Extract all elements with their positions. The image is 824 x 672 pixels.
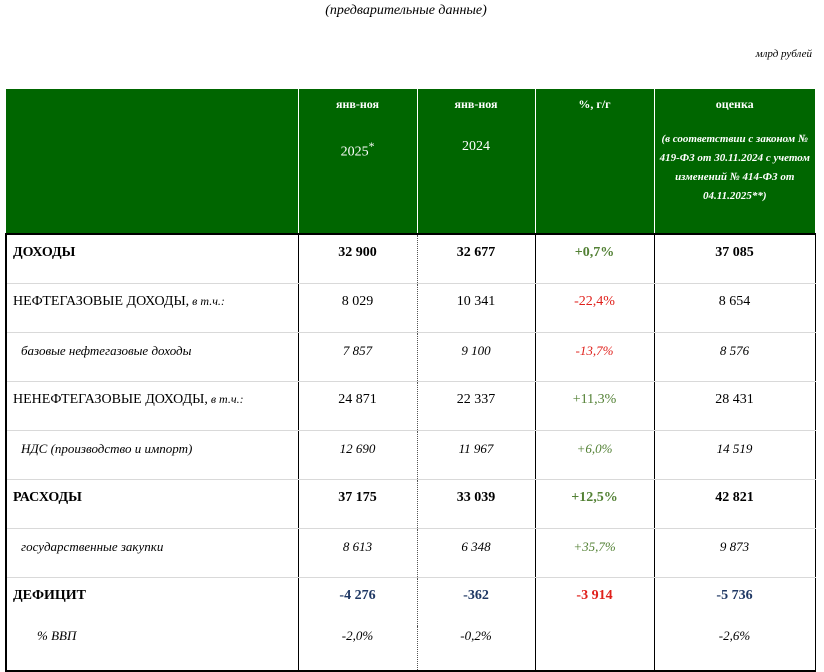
header-col-2024-label: янв-ноя bbox=[454, 97, 498, 111]
row-label: ДЕФИЦИТ bbox=[5, 577, 299, 626]
header-col-estimate-note: (в соответствии с законом № 419-ФЗ от 30… bbox=[659, 133, 810, 202]
cell-2025: 8 613 bbox=[298, 528, 418, 578]
cell-estimate: -5 736 bbox=[654, 577, 816, 626]
cell-2024: 32 677 bbox=[417, 233, 536, 284]
cell-estimate: 14 519 bbox=[654, 430, 816, 480]
header-col-2025-label: янв-ноя bbox=[335, 97, 380, 111]
cell-2024: 22 337 bbox=[417, 381, 536, 431]
cell-pct bbox=[535, 626, 655, 672]
table-row-non-oil-gas-revenues: НЕНЕФТЕГАЗОВЫЕ ДОХОДЫ, в т.ч.: 24 871 22… bbox=[5, 381, 816, 431]
cell-estimate: 8 654 bbox=[654, 283, 816, 333]
cell-2025: 7 857 bbox=[298, 332, 418, 382]
cell-pct: -22,4% bbox=[535, 283, 655, 333]
row-label-text: НЕФТЕГАЗОВЫЕ ДОХОДЫ, bbox=[13, 294, 190, 309]
table-row-deficit: ДЕФИЦИТ -4 276 -362 -3 914 -5 736 bbox=[5, 577, 816, 626]
header-col-estimate-label: оценка bbox=[715, 97, 754, 111]
cell-pct: +12,5% bbox=[535, 479, 655, 529]
cell-2024: 9 100 bbox=[417, 332, 536, 382]
table-row-vat: НДС (производство и импорт) 12 690 11 96… bbox=[5, 430, 816, 480]
header-col-2025-year-wrap: 2025* bbox=[299, 140, 417, 161]
header-col-pct: %, г/г bbox=[535, 89, 655, 234]
row-label-text: НЕНЕФТЕГАЗОВЫЕ ДОХОДЫ, bbox=[13, 392, 208, 407]
cell-2025: 8 029 bbox=[298, 283, 418, 333]
cell-2025: -2,0% bbox=[298, 626, 418, 672]
cell-2024: -362 bbox=[417, 577, 536, 626]
cell-estimate: 8 576 bbox=[654, 332, 816, 382]
table-row-public-procurement: государственные закупки 8 613 6 348 +35,… bbox=[5, 528, 816, 578]
units-label: млрд рублей bbox=[755, 48, 812, 60]
cell-2025: 12 690 bbox=[298, 430, 418, 480]
row-label: государственные закупки bbox=[5, 528, 299, 578]
header-col-2025-mark: * bbox=[368, 140, 375, 153]
row-label: НДС (производство и импорт) bbox=[5, 430, 299, 480]
cell-estimate: 28 431 bbox=[654, 381, 816, 431]
row-label: % ВВП bbox=[5, 626, 299, 672]
cell-estimate: 37 085 bbox=[654, 233, 816, 284]
cell-pct: -3 914 bbox=[535, 577, 655, 626]
cell-2024: 10 341 bbox=[417, 283, 536, 333]
header-col-2025: янв-ноя 2025* bbox=[298, 89, 418, 234]
cell-2024: -0,2% bbox=[417, 626, 536, 672]
cell-2025: 32 900 bbox=[298, 233, 418, 284]
budget-table: янв-ноя 2025* янв-ноя 2024 %, г/г оценка… bbox=[5, 89, 816, 672]
row-label: НЕНЕФТЕГАЗОВЫЕ ДОХОДЫ, в т.ч.: bbox=[5, 381, 299, 431]
table-row-expenditures: РАСХОДЫ 37 175 33 039 +12,5% 42 821 bbox=[5, 479, 816, 529]
header-col-2025-year: 2025 bbox=[340, 144, 369, 160]
table-row-revenues: ДОХОДЫ 32 900 32 677 +0,7% 37 085 bbox=[5, 233, 816, 284]
cell-pct: +0,7% bbox=[535, 233, 655, 284]
row-label: ДОХОДЫ bbox=[5, 233, 299, 284]
cell-pct: +11,3% bbox=[535, 381, 655, 431]
header-empty bbox=[6, 89, 299, 234]
table-subtitle: (предварительные данные) bbox=[325, 3, 487, 18]
cell-pct: +6,0% bbox=[535, 430, 655, 480]
header-col-2024-year: 2024 bbox=[462, 139, 490, 154]
cell-pct: -13,7% bbox=[535, 332, 655, 382]
cell-2025: 37 175 bbox=[298, 479, 418, 529]
row-label: базовые нефтегазовые доходы bbox=[5, 332, 299, 382]
header-col-estimate: оценка (в соответствии с законом № 419-Ф… bbox=[654, 89, 815, 234]
row-label: НЕФТЕГАЗОВЫЕ ДОХОДЫ, в т.ч.: bbox=[5, 283, 299, 333]
cell-2025: -4 276 bbox=[298, 577, 418, 626]
row-label-qualifier: в т.ч.: bbox=[189, 294, 225, 308]
cell-2024: 11 967 bbox=[417, 430, 536, 480]
header-col-pct-label: %, г/г bbox=[578, 97, 611, 111]
table-row-gdp-share: % ВВП -2,0% -0,2% -2,6% bbox=[5, 626, 816, 672]
cell-2024: 6 348 bbox=[417, 528, 536, 578]
header-row: янв-ноя 2025* янв-ноя 2024 %, г/г оценка… bbox=[6, 89, 815, 234]
cell-2024: 33 039 bbox=[417, 479, 536, 529]
cell-estimate: 42 821 bbox=[654, 479, 816, 529]
cell-pct: +35,7% bbox=[535, 528, 655, 578]
table-row-base-oil-gas-revenues: базовые нефтегазовые доходы 7 857 9 100 … bbox=[5, 332, 816, 382]
cell-2025: 24 871 bbox=[298, 381, 418, 431]
cell-estimate: -2,6% bbox=[654, 626, 816, 672]
header-col-2024: янв-ноя 2024 bbox=[417, 89, 536, 234]
cell-estimate: 9 873 bbox=[654, 528, 816, 578]
row-label: РАСХОДЫ bbox=[5, 479, 299, 529]
table-row-oil-gas-revenues: НЕФТЕГАЗОВЫЕ ДОХОДЫ, в т.ч.: 8 029 10 34… bbox=[5, 283, 816, 333]
row-label-qualifier: в т.ч.: bbox=[207, 392, 244, 406]
